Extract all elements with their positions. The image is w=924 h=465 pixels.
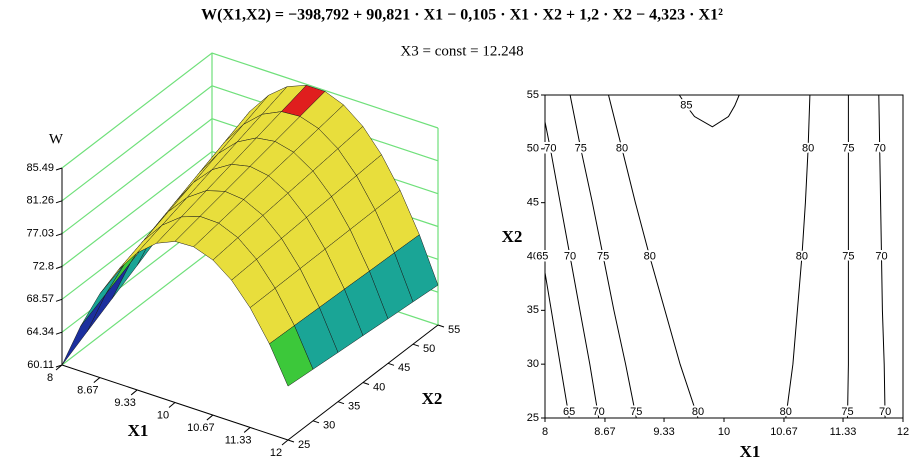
- contour-label: 75: [597, 250, 609, 262]
- x1-tick-label: 9.33: [114, 397, 135, 409]
- contour-label: 80: [802, 143, 814, 155]
- x-tick-label: 9.33: [653, 426, 674, 438]
- x1-tick: [55, 364, 63, 371]
- x1-tick-label: 10: [157, 409, 169, 421]
- contour-label: 70: [544, 143, 556, 155]
- x1-tick-label: 12: [270, 447, 282, 459]
- x2-tick: [437, 324, 445, 328]
- x1-tick-label: 8: [47, 372, 53, 384]
- y-tick-label: 30: [527, 358, 539, 370]
- x1-tick: [281, 439, 289, 446]
- x2-tick-label: 25: [298, 439, 310, 451]
- z-axis-label: W: [49, 131, 64, 147]
- x1-tick: [243, 427, 251, 433]
- y-tick-label: 40: [527, 250, 539, 262]
- surface-cell: [61, 294, 106, 366]
- contour-label: 70: [879, 406, 891, 418]
- x2-tick-label: 40: [373, 381, 385, 393]
- x2-tick: [312, 420, 320, 424]
- contour-label: 80: [644, 250, 656, 262]
- contour-line: [608, 95, 699, 418]
- z-tick-label: 72.8: [33, 260, 54, 272]
- z-tick-label: 60.11: [27, 359, 54, 371]
- contour-label: 75: [630, 406, 642, 418]
- y-axis-label: X2: [502, 227, 523, 246]
- subtitle: X3 = const = 12.248: [400, 43, 523, 59]
- x2-tick-label: 50: [423, 343, 435, 355]
- x1-tick: [93, 377, 101, 383]
- contour-label: 65: [563, 406, 575, 418]
- x2-tick-label: 55: [448, 324, 460, 336]
- contour-label: 65: [536, 250, 548, 262]
- x-axis-label: X1: [740, 442, 761, 461]
- x1-tick-label: 11.33: [225, 434, 252, 446]
- z-tick-label: 68.57: [26, 293, 54, 305]
- surface-cell: [80, 263, 126, 327]
- x1-tick-label: 8.67: [77, 384, 98, 396]
- contour-line: [545, 269, 570, 418]
- contour-label: 75: [841, 406, 853, 418]
- x2-tick-label: 45: [398, 362, 410, 374]
- x-tick-label: 11.33: [830, 426, 857, 438]
- contour-label: 80: [616, 143, 628, 155]
- x1-tick: [168, 402, 176, 408]
- y-tick-label: 25: [527, 412, 539, 424]
- contour-label: 85: [680, 100, 692, 112]
- x2-tick: [337, 401, 345, 405]
- x2-tick: [287, 439, 295, 443]
- x1-tick-label: 10.67: [187, 422, 215, 434]
- x1-tick: [130, 389, 138, 396]
- z-tick: [55, 298, 63, 302]
- y-tick-label: 35: [527, 304, 539, 316]
- contour-label: 70: [874, 143, 886, 155]
- surface-cell: [269, 325, 314, 387]
- x-tick-label: 10: [718, 426, 730, 438]
- formula-title: W(X1,X2) = −398,792 + 90,821 · X1 − 0,10…: [201, 7, 723, 24]
- contour-line: [847, 95, 849, 418]
- contour-label: 80: [692, 406, 704, 418]
- x2-tick: [387, 362, 395, 366]
- x-tick-label: 10.67: [770, 426, 798, 438]
- x2-tick: [362, 382, 370, 385]
- z-tick-label: 64.34: [26, 326, 54, 338]
- z-tick-label: 81.26: [26, 195, 54, 207]
- x1-tick: [206, 414, 214, 421]
- z-tick-label: 77.03: [26, 228, 54, 240]
- x-tick-label: 8.67: [594, 426, 615, 438]
- x2-tick-label: 35: [348, 401, 360, 413]
- contour-label: 70: [875, 250, 887, 262]
- contour-label: 70: [564, 250, 576, 262]
- contour-label: 75: [575, 143, 587, 155]
- contour-line: [569, 95, 637, 418]
- x-tick-label: 8: [542, 426, 548, 438]
- x1-axis-label: X1: [128, 421, 149, 440]
- x2-tick-label: 30: [323, 420, 335, 432]
- contour-label: 80: [780, 406, 792, 418]
- y-tick-label: 45: [527, 197, 539, 209]
- z-tick: [55, 233, 63, 237]
- z-tick: [55, 167, 63, 171]
- surface-cell: [86, 262, 131, 333]
- contour-line: [878, 95, 886, 418]
- x2-axis-label: X2: [422, 389, 443, 408]
- contour-label: 75: [842, 143, 854, 155]
- contour-line: [545, 119, 600, 418]
- z-tick-label: 85.49: [26, 162, 54, 174]
- y-tick-label: 55: [527, 89, 539, 101]
- contour-label: 80: [796, 250, 808, 262]
- contour-label: 70: [593, 406, 605, 418]
- z-tick: [55, 266, 63, 269]
- surface-cell: [118, 225, 163, 270]
- y-tick-label: 50: [527, 143, 539, 155]
- contour-label: 75: [842, 250, 854, 262]
- z-tick: [55, 200, 63, 204]
- x2-tick: [412, 343, 420, 347]
- x-tick-label: 12: [897, 426, 909, 438]
- contour-line: [785, 95, 811, 418]
- contour-line: [678, 95, 740, 128]
- z-tick: [55, 331, 63, 335]
